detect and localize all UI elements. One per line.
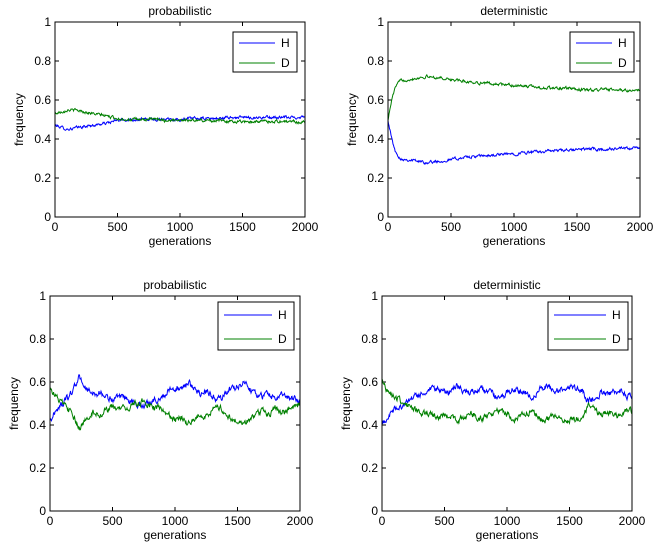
x-axis-label: generations (476, 528, 539, 542)
y-axis-label: frequency (12, 93, 26, 146)
y-tick-label: 0.6 (29, 375, 46, 389)
x-tick-label: 0 (385, 220, 392, 234)
x-tick-label: 1000 (162, 514, 189, 528)
y-tick-label: 1 (39, 289, 46, 303)
series-line-h (382, 383, 632, 425)
plot-frame (49, 295, 301, 512)
x-tick-label: 1500 (556, 514, 583, 528)
chart-panel-3: probabilistic 0 500 1000 1500 2000 0 0.2 0.4 0.6 0… (7, 278, 314, 542)
x-tick-label: 2000 (287, 514, 314, 528)
y-tick-label: 0.4 (29, 418, 46, 432)
x-tick-label: 1500 (229, 220, 256, 234)
legend-label-h: H (618, 36, 627, 50)
x-tick-label: 0 (379, 514, 386, 528)
series-line-h (50, 373, 300, 422)
x-axis-label: generations (144, 528, 207, 542)
x-tick-label: 0 (47, 514, 54, 528)
y-tick-label: 0 (39, 504, 46, 518)
y-tick-label: 1 (44, 15, 51, 29)
y-tick-label: 0.8 (361, 332, 378, 346)
x-tick-label: 1000 (501, 220, 528, 234)
legend: HD (217, 301, 295, 351)
y-tick-label: 0.2 (34, 171, 51, 185)
x-tick-label: 500 (107, 220, 127, 234)
y-tick-label: 1 (377, 15, 384, 29)
y-tick-label: 0.2 (361, 461, 378, 475)
chart-panel-4: deterministic 0 500 1000 1500 2000 0 0.2 0.4 0.6 0… (339, 278, 646, 542)
chart-panel-2: deterministic 0 500 1000 1500 2000 0 0.2 0.4 0.6 0… (345, 4, 654, 248)
y-tick-label: 0.8 (29, 332, 46, 346)
plot-frame (387, 21, 641, 218)
plot-frame (381, 295, 633, 512)
chart-title: probabilistic (148, 4, 211, 18)
chart-title: deterministic (473, 278, 540, 292)
legend-box (547, 301, 629, 351)
legend-box (232, 31, 298, 73)
x-tick-label: 2000 (627, 220, 654, 234)
y-tick-label: 0 (377, 210, 384, 224)
x-tick-label: 1000 (167, 220, 194, 234)
y-tick-label: 0.2 (367, 171, 384, 185)
y-tick-label: 0 (371, 504, 378, 518)
x-tick-label: 500 (102, 514, 122, 528)
series-line-d (382, 379, 632, 425)
series-line-d (388, 73, 640, 121)
y-tick-label: 0.6 (361, 375, 378, 389)
y-tick-label: 1 (371, 289, 378, 303)
series-line-h (388, 120, 640, 165)
series-line-d (55, 107, 305, 125)
legend-label-h: H (281, 36, 290, 50)
chart-panel-1: probabilistic 0 500 1000 1500 2000 0 0.2 0.4 0.6 0… (12, 4, 319, 248)
y-tick-label: 0.6 (34, 93, 51, 107)
chart-title: deterministic (480, 4, 547, 18)
chart-title: probabilistic (143, 278, 206, 292)
x-tick-label: 500 (441, 220, 461, 234)
x-tick-label: 1000 (494, 514, 521, 528)
y-axis-label: frequency (345, 93, 359, 146)
legend: HD (569, 31, 635, 73)
legend-label-d: D (612, 332, 621, 346)
legend-box (217, 301, 295, 351)
x-tick-label: 2000 (619, 514, 646, 528)
y-tick-label: 0.4 (367, 132, 384, 146)
y-tick-label: 0.4 (34, 132, 51, 146)
legend-box (569, 31, 635, 73)
x-tick-label: 1500 (224, 514, 251, 528)
y-tick-label: 0.6 (367, 93, 384, 107)
y-tick-label: 0 (44, 210, 51, 224)
x-tick-label: 1500 (564, 220, 591, 234)
x-tick-label: 2000 (292, 220, 319, 234)
y-axis-label: frequency (339, 377, 353, 430)
x-tick-label: 0 (52, 220, 59, 234)
legend-label-d: D (281, 56, 290, 70)
x-axis-label: generations (483, 234, 546, 248)
y-axis-label: frequency (7, 377, 21, 430)
legend-label-d: D (618, 56, 627, 70)
plot-frame (54, 21, 306, 218)
y-tick-label: 0.8 (367, 54, 384, 68)
y-tick-label: 0.2 (29, 461, 46, 475)
y-tick-label: 0.4 (361, 418, 378, 432)
legend-label-d: D (278, 332, 287, 346)
x-tick-label: 500 (434, 514, 454, 528)
x-axis-label: generations (149, 234, 212, 248)
legend-label-h: H (612, 308, 621, 322)
legend: HD (232, 31, 298, 73)
series-line-h (55, 114, 305, 131)
series-line-d (50, 386, 300, 431)
y-tick-label: 0.8 (34, 54, 51, 68)
legend: HD (547, 301, 629, 351)
legend-label-h: H (278, 308, 287, 322)
